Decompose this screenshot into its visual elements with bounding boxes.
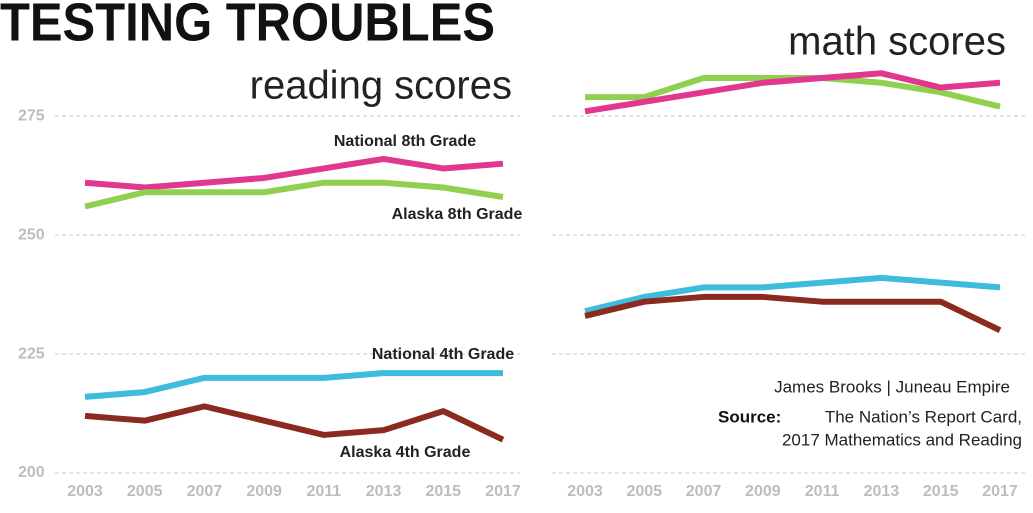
credit: James Brooks | Juneau Empire: [774, 377, 1010, 396]
series-line: [84, 155, 504, 191]
x-tick-label: 2007: [187, 483, 223, 500]
x-tick-label: 2009: [246, 483, 282, 500]
x-tick-label: 2011: [805, 483, 840, 500]
x-tick-label: 2011: [306, 483, 341, 500]
series-line: [584, 274, 1001, 315]
panel-title: math scores: [788, 20, 1006, 64]
series-line: [584, 293, 1002, 333]
series-label: Alaska 8th Grade: [392, 206, 523, 223]
series-label: National 8th Grade: [334, 133, 476, 150]
x-tick-label: 2015: [923, 483, 959, 500]
source: The Nation’s Report Card,: [825, 407, 1022, 426]
x-tick-label: 2013: [366, 483, 402, 500]
x-tick-label: 2017: [485, 483, 521, 500]
x-tick-label: 2009: [745, 483, 781, 500]
y-tick-label: 275: [18, 107, 45, 124]
series-line: [84, 403, 505, 443]
source: 2017 Mathematics and Reading: [782, 430, 1022, 449]
series-label: Alaska 4th Grade: [340, 444, 471, 461]
series-line: [84, 179, 504, 210]
panel-title: reading scores: [250, 64, 512, 108]
source-label: Source:: [718, 407, 781, 426]
x-tick-label: 2003: [567, 483, 603, 500]
x-tick-label: 2005: [626, 483, 662, 500]
series-label: National 4th Grade: [372, 346, 514, 363]
series-line: [84, 370, 503, 400]
series-line: [584, 70, 1001, 115]
x-tick-label: 2007: [686, 483, 722, 500]
x-tick-label: 2015: [425, 483, 461, 500]
title: TESTING TROUBLES: [0, 0, 495, 52]
x-tick-label: 2003: [67, 483, 103, 500]
y-tick-label: 250: [18, 226, 45, 243]
x-tick-label: 2013: [864, 483, 900, 500]
x-tick-label: 2005: [127, 483, 163, 500]
y-tick-label: 225: [18, 345, 45, 362]
x-tick-label: 2017: [982, 483, 1018, 500]
y-tick-label: 200: [18, 464, 45, 481]
